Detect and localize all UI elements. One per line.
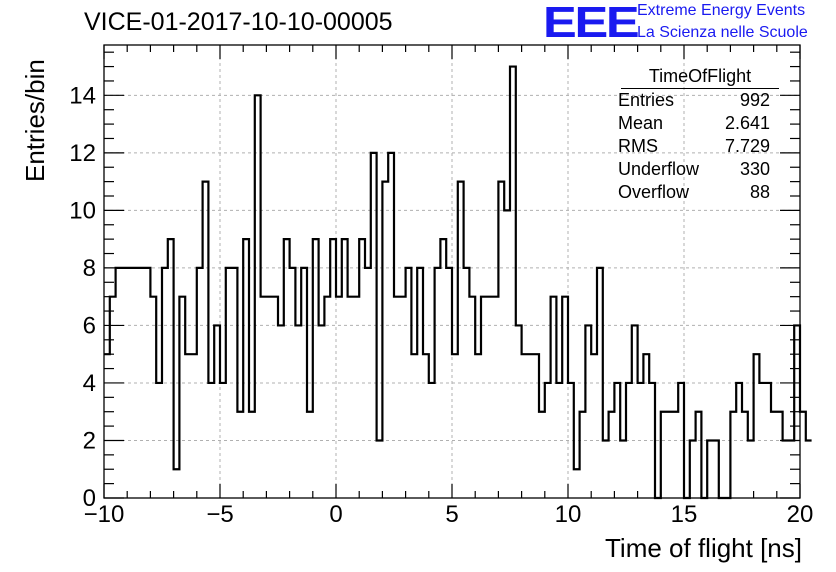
stats-row-underflow: Underflow 330 xyxy=(611,158,779,181)
stats-label: Overflow xyxy=(618,182,690,202)
x-tick-label: 20 xyxy=(787,501,814,528)
stats-value: 2.641 xyxy=(724,113,770,133)
y-tick-label: 14 xyxy=(69,82,96,109)
x-tick-label: −5 xyxy=(206,501,233,528)
axis-tick-labels: −10 −5 0 5 10 15 20 0 2 4 6 8 10 12 14 xyxy=(69,82,813,528)
stats-value: 992 xyxy=(739,90,770,110)
stats-label: RMS xyxy=(618,136,658,156)
y-tick-label: 8 xyxy=(83,255,96,282)
chart-title: VICE-01-2017-10-10-00005 xyxy=(84,8,393,36)
y-tick-label: 4 xyxy=(83,370,96,397)
x-axis-label: Time of flight [ns] xyxy=(605,533,802,563)
stats-value: 88 xyxy=(749,182,770,202)
y-axis-label: Entries/bin xyxy=(20,59,50,182)
stats-value: 330 xyxy=(739,159,770,179)
stats-title: TimeOfFlight xyxy=(621,64,779,89)
x-tick-label: 5 xyxy=(445,501,458,528)
y-tick-label: 2 xyxy=(83,427,96,454)
stats-row-entries: Entries 992 xyxy=(611,89,779,112)
stats-label: Underflow xyxy=(618,159,700,179)
y-tick-label: 12 xyxy=(69,140,96,167)
logo-line-1: Extreme Energy Events xyxy=(637,2,806,19)
stats-value: 7.729 xyxy=(724,136,770,156)
stats-row-mean: Mean 2.641 xyxy=(611,112,779,135)
y-tick-label: 0 xyxy=(83,485,96,512)
y-tick-label: 10 xyxy=(69,197,96,224)
stats-label: Entries xyxy=(618,90,675,110)
histogram-step-line xyxy=(104,65,812,500)
stats-row-overflow: Overflow 88 xyxy=(611,181,779,204)
stats-row-rms: RMS 7.729 xyxy=(611,135,779,158)
x-tick-label: −10 xyxy=(84,501,125,528)
y-tick-label: 6 xyxy=(83,312,96,339)
logo-line-2: La Scienza nelle Scuole xyxy=(637,24,808,41)
x-tick-label: 0 xyxy=(329,501,342,528)
x-tick-label: 15 xyxy=(671,501,698,528)
eee-logo: EEE xyxy=(543,0,640,47)
stats-label: Mean xyxy=(618,113,664,133)
axis-ticks xyxy=(103,45,801,499)
x-tick-label: 10 xyxy=(555,501,582,528)
stats-box: TimeOfFlight Entries 992 Mean 2.641 RMS … xyxy=(611,64,779,204)
